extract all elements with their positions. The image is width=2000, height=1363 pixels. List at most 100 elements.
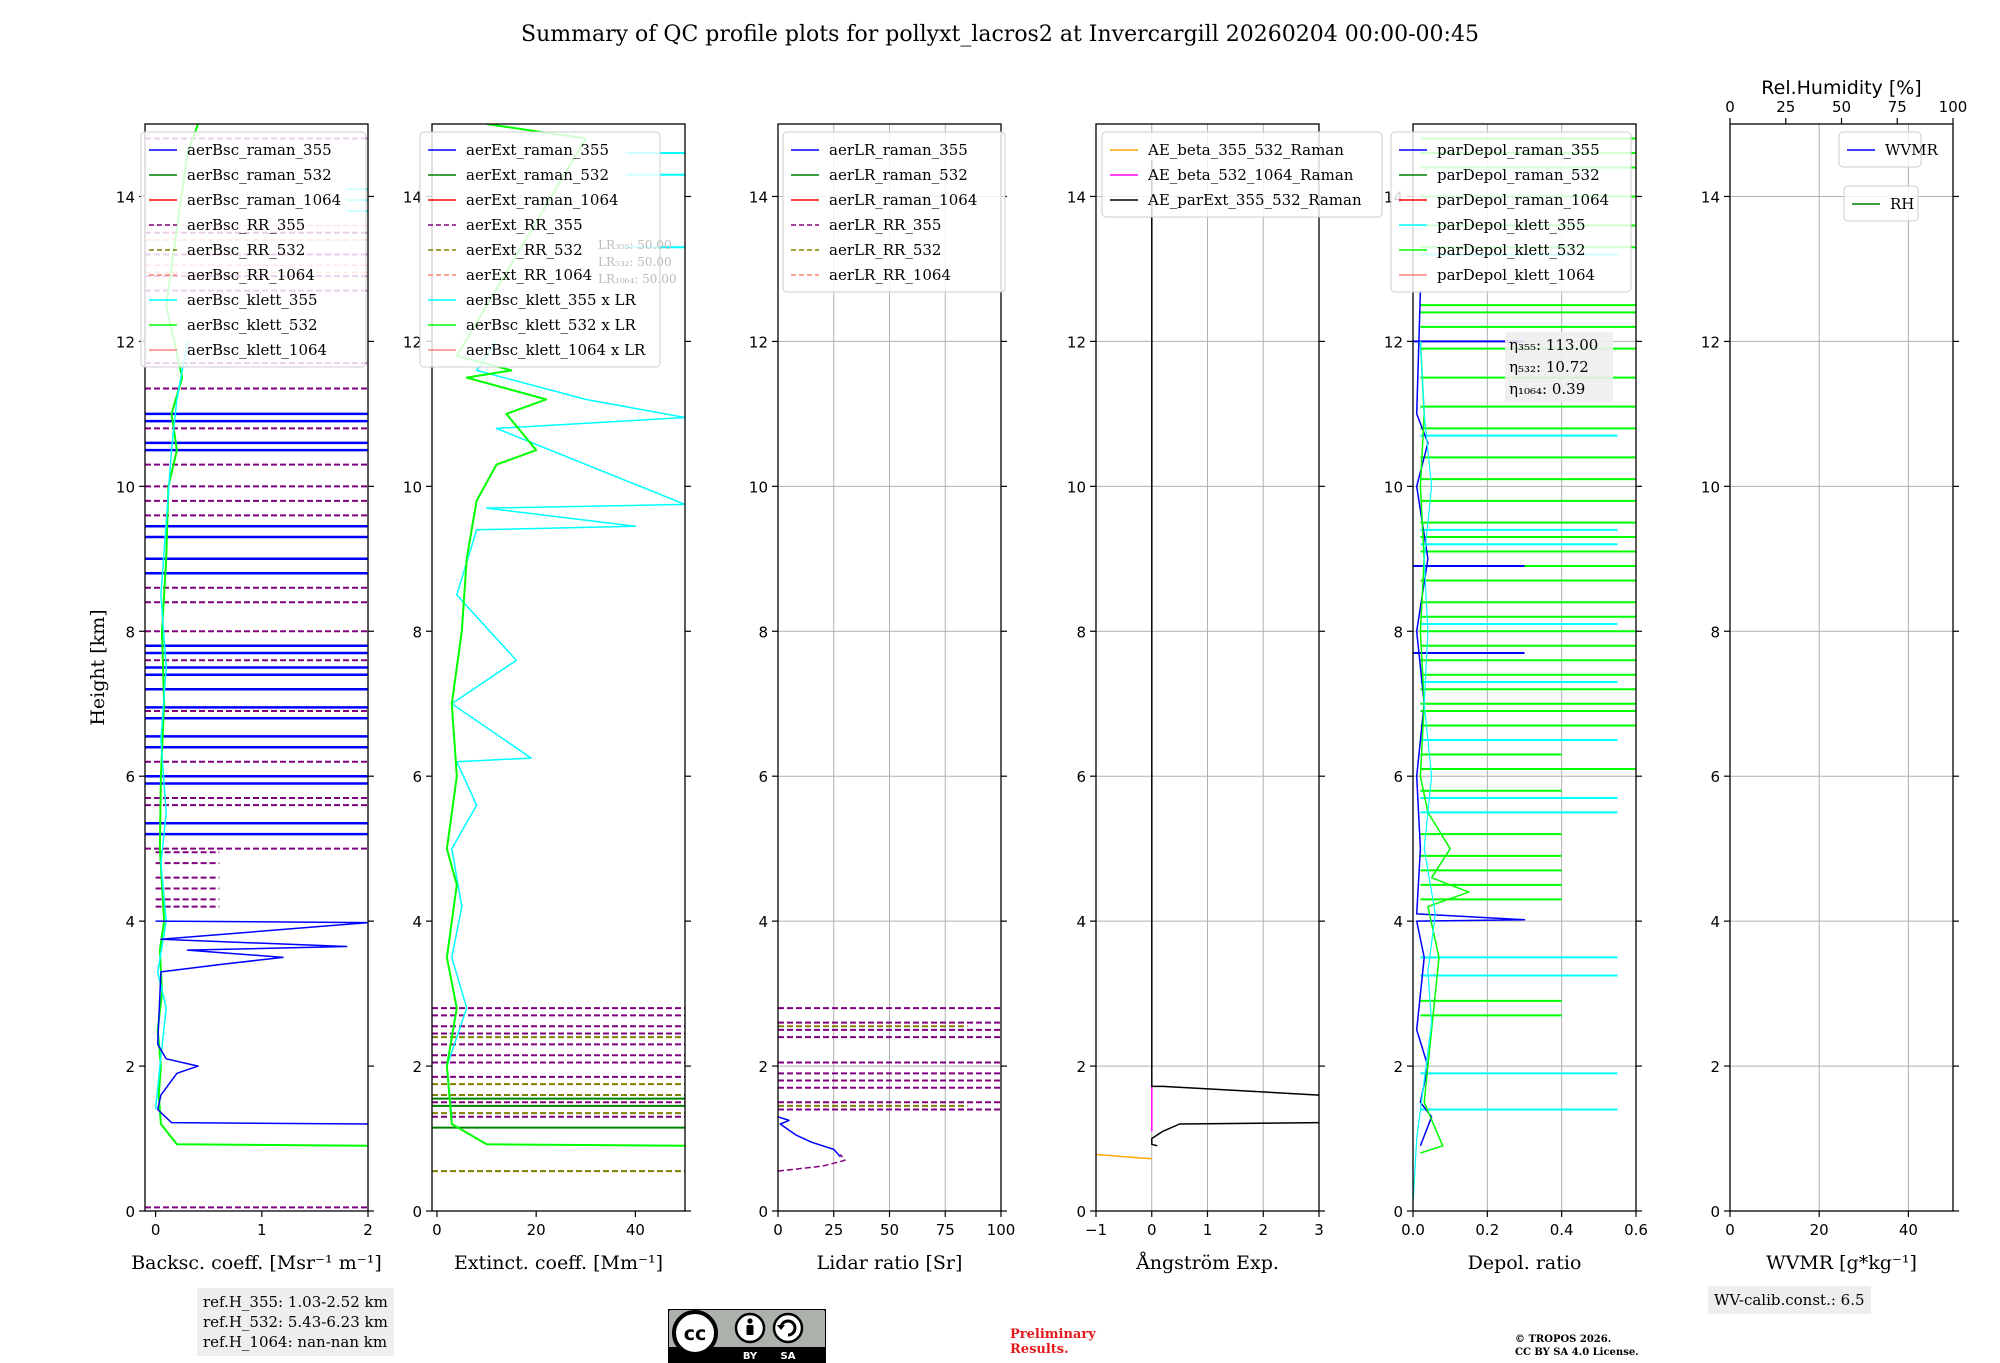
legend-label: AE_beta_355_532_Raman xyxy=(1147,141,1344,159)
legend-label: aerExt_RR_355 xyxy=(466,216,583,234)
top-x-tick-label: 25 xyxy=(1776,98,1795,116)
y-tick-label: 8 xyxy=(758,623,768,641)
top-x-tick-label: 50 xyxy=(1832,98,1851,116)
x-axis-label: Ångström Exp. xyxy=(1135,1252,1279,1274)
y-tick-label: 2 xyxy=(758,1058,768,1076)
eta-box xyxy=(1505,332,1613,402)
series-aerBsc_raman_355 xyxy=(155,920,368,1125)
series-aerLR_RR_355 xyxy=(778,1154,846,1172)
legend-label: parDepol_klett_1064 xyxy=(1437,266,1595,284)
x-axis-label: WVMR [g*kg⁻¹] xyxy=(1766,1252,1917,1274)
lr-label: LR₃₅₅: 50.00 xyxy=(598,238,672,252)
cc-by-sa-logo: cc BY SA xyxy=(668,1309,826,1363)
y-axis-label: Height [km] xyxy=(87,609,109,725)
legend-label: aerBsc_klett_532 xyxy=(187,316,318,334)
x-tick-label: 100 xyxy=(987,1221,1016,1239)
x-tick-label: 25 xyxy=(824,1221,843,1239)
y-tick-label: 6 xyxy=(1710,768,1720,786)
x-axis-label: Depol. ratio xyxy=(1468,1252,1582,1274)
x-tick-label: 2 xyxy=(1258,1221,1268,1239)
x-tick-label: −1 xyxy=(1085,1221,1107,1239)
x-tick-label: 3 xyxy=(1314,1221,1324,1239)
share-alike-icon xyxy=(772,1312,804,1344)
y-tick-label: 10 xyxy=(116,478,135,496)
x-tick-label: 20 xyxy=(527,1221,546,1239)
legend-label: aerLR_RR_532 xyxy=(829,241,941,259)
y-tick-label: 4 xyxy=(1710,913,1720,931)
y-tick-label: 14 xyxy=(1067,188,1086,206)
x-tick-label: 20 xyxy=(1810,1221,1829,1239)
y-tick-label: 0 xyxy=(412,1203,422,1221)
legend-label: AE_beta_532_1064_Raman xyxy=(1147,166,1354,184)
legend-label: aerLR_raman_1064 xyxy=(829,191,977,209)
legend-ext xyxy=(419,131,661,368)
y-tick-label: 4 xyxy=(1076,913,1086,931)
legend-wv xyxy=(1838,131,1922,168)
y-tick-label: 6 xyxy=(1076,768,1086,786)
top-x-tick-label: 100 xyxy=(1939,98,1968,116)
legend-label: aerLR_raman_355 xyxy=(829,141,968,159)
wv-calib-box: WV-calib.const.: 6.5 xyxy=(1708,1286,1871,1314)
y-tick-label: 6 xyxy=(1393,768,1403,786)
x-tick-label: 2 xyxy=(363,1221,373,1239)
y-tick-label: 6 xyxy=(758,768,768,786)
copyright-line-2: CC BY SA 4.0 License. xyxy=(1515,1347,1639,1358)
axes-frame xyxy=(1412,123,1637,1212)
legend-ae xyxy=(1101,131,1383,218)
legend-label: aerBsc_raman_355 xyxy=(187,141,332,159)
plot-area-lr xyxy=(778,1007,1001,1172)
legend-label: aerBsc_RR_1064 xyxy=(187,266,315,284)
y-tick-label: 12 xyxy=(749,333,768,351)
y-tick-label: 10 xyxy=(749,478,768,496)
y-tick-label: 12 xyxy=(1701,333,1720,351)
y-tick-label: 0 xyxy=(758,1203,768,1221)
reference-height-box: ref.H_355: 1.03-2.52 km ref.H_532: 5.43-… xyxy=(197,1288,394,1356)
by-label: BY xyxy=(743,1351,758,1362)
y-tick-label: 6 xyxy=(125,768,135,786)
y-tick-label: 4 xyxy=(125,913,135,931)
refh-355: ref.H_355: 1.03-2.52 km xyxy=(203,1293,388,1311)
legend-bsc xyxy=(140,131,367,368)
y-tick-label: 8 xyxy=(1710,623,1720,641)
legend-label: aerBsc_RR_355 xyxy=(187,216,305,234)
preliminary-line-2: Results. xyxy=(1010,1342,1069,1357)
x-axis-label: Backsc. coeff. [Msr⁻¹ m⁻¹] xyxy=(131,1252,382,1274)
plot-area-ext xyxy=(432,124,685,1173)
series-parDepol_klett_355 xyxy=(1413,341,1436,1204)
y-tick-label: 14 xyxy=(116,188,135,206)
series-aerBsc_klett_355 x LR xyxy=(446,340,685,1117)
y-tick-label: 12 xyxy=(403,333,422,351)
y-tick-label: 2 xyxy=(1710,1058,1720,1076)
y-tick-label: 8 xyxy=(1393,623,1403,641)
legend-label: parDepol_raman_532 xyxy=(1437,166,1600,184)
y-tick-label: 10 xyxy=(1067,478,1086,496)
eta-label: η₅₃₂: 10.72 xyxy=(1509,358,1589,376)
series-AE_parExt_355_532_Raman xyxy=(1151,1121,1319,1147)
legend-label: parDepol_klett_355 xyxy=(1437,216,1586,234)
y-tick-label: 8 xyxy=(412,623,422,641)
y-tick-label: 10 xyxy=(1384,478,1403,496)
x-tick-label: 1 xyxy=(1203,1221,1213,1239)
top-x-tick-label: 75 xyxy=(1888,98,1907,116)
series-aerBsc_klett_532 x LR xyxy=(445,124,685,1147)
copyright-line-1: © TROPOS 2026. xyxy=(1515,1334,1612,1345)
x-tick-label: 0 xyxy=(432,1221,442,1239)
y-tick-label: 2 xyxy=(412,1058,422,1076)
eta-label: η₃₅₅: 113.00 xyxy=(1509,336,1598,354)
y-tick-label: 0 xyxy=(125,1203,135,1221)
panel-wv: 0 20 40 0 2 4 6 8 10 12 14 WVMR [g*kg⁻¹] 0 25 50 75 100 R… xyxy=(1701,77,1967,1274)
legend-label: aerExt_RR_532 xyxy=(466,241,583,259)
series-aerLR_raman_355 xyxy=(778,1116,841,1158)
cc-circle-icon xyxy=(672,1310,718,1356)
refh-532: ref.H_532: 5.43-6.23 km xyxy=(203,1313,388,1331)
plot-area-depol xyxy=(1413,137,1636,1204)
panel-depol: 0.00.20.40.602468101214Depol. ratioparDe… xyxy=(1384,123,1648,1274)
legend-label: aerBsc_raman_1064 xyxy=(187,191,341,209)
legend-label: aerExt_RR_1064 xyxy=(466,266,592,284)
x-tick-label: 75 xyxy=(936,1221,955,1239)
x-tick-label: 50 xyxy=(880,1221,899,1239)
legend-label: WVMR xyxy=(1885,141,1939,159)
x-tick-label: 0 xyxy=(1147,1221,1157,1239)
